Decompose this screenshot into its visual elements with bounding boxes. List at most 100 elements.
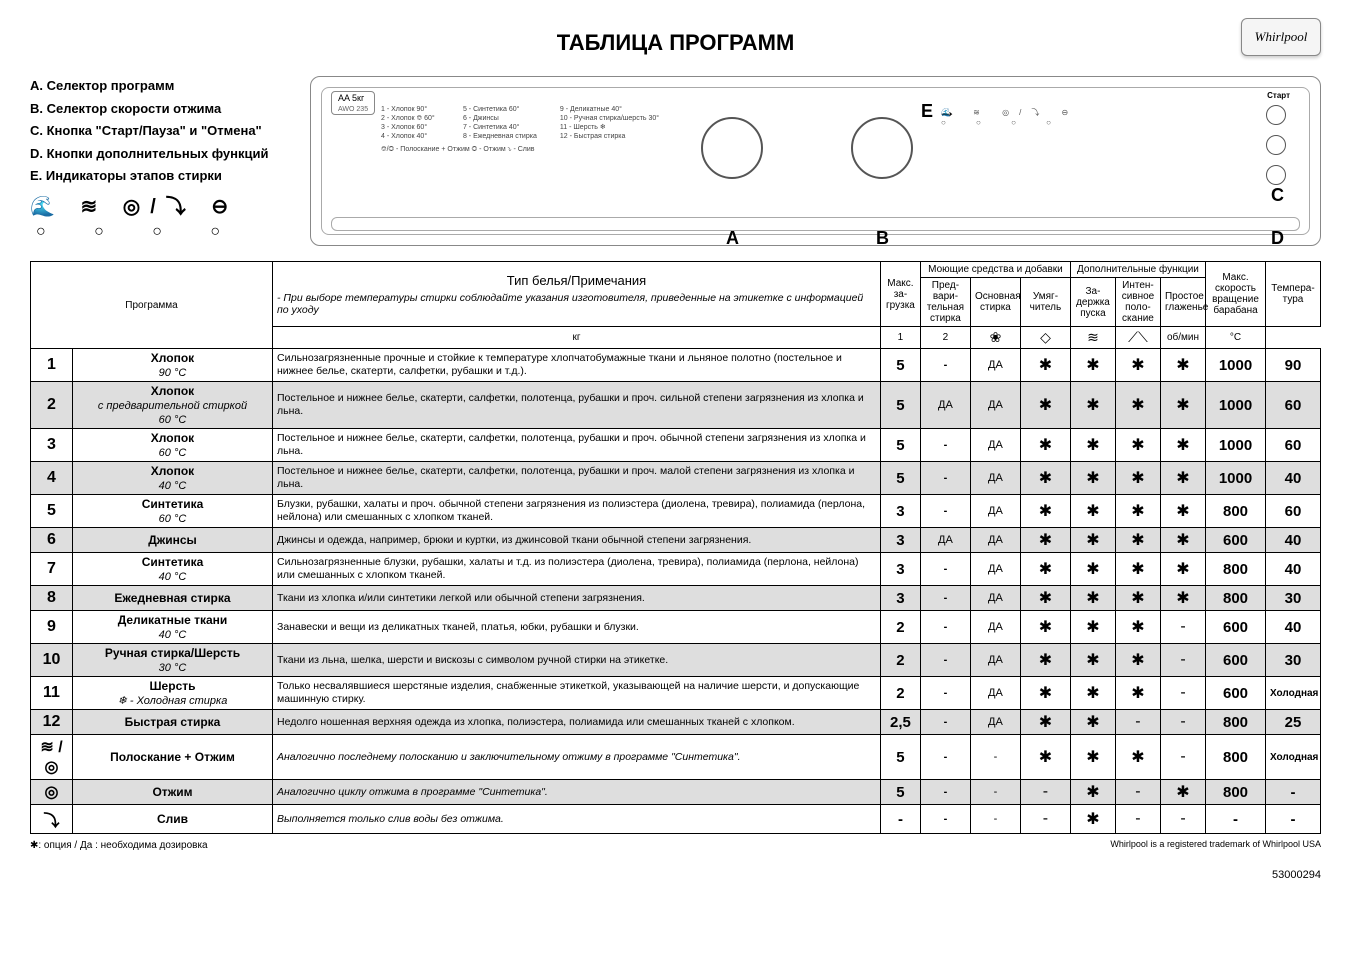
row-pre: - <box>920 349 970 382</box>
row-delay: ✱ <box>1070 462 1115 495</box>
row-number: 12 <box>31 710 73 735</box>
row-program-name: Джинсы <box>73 528 273 553</box>
row-pre: - <box>920 805 970 834</box>
row-number: 1 <box>31 349 73 382</box>
hdr-temp: Темпера-тура <box>1266 262 1321 327</box>
row-soft: ✱ <box>1020 611 1070 644</box>
hdr-iron-icon: ⟋⟍ <box>1115 327 1160 349</box>
row-number: ◎ <box>31 780 73 805</box>
row-pre: - <box>920 495 970 528</box>
row-delay: ✱ <box>1070 710 1115 735</box>
row-pre: - <box>920 780 970 805</box>
row-temp: 60 <box>1266 429 1321 462</box>
hdr-pre: Пред-вари-тельная стирка <box>920 278 970 327</box>
row-rinse: ✱ <box>1115 495 1160 528</box>
row-pre: - <box>920 644 970 677</box>
panel-bottom-text: ⎊/◎ - Полоскание + Отжим ◎ - Отжим ⤵ - С… <box>381 145 670 154</box>
row-program-name: Деликатные ткани40 °C <box>73 611 273 644</box>
table-header: Программа Тип белья/Примечания - При выб… <box>31 262 1321 349</box>
row-pre: - <box>920 710 970 735</box>
legend-e-text: Индикаторы этапов стирки <box>46 168 222 183</box>
top-section: A. Селектор программ B. Селектор скорост… <box>30 76 1321 246</box>
hdr-main: Основная стирка <box>970 278 1020 327</box>
row-notes: Недолго ношенная верхняя одежда из хлопк… <box>273 710 881 735</box>
dial-b <box>851 117 913 179</box>
row-iron: ✱ <box>1160 495 1205 528</box>
legend-a: A. Селектор программ <box>30 76 280 96</box>
row-soft: ✱ <box>1020 677 1070 710</box>
row-delay: ✱ <box>1070 780 1115 805</box>
hdr-speed: Макс. скорость вращение барабана <box>1206 262 1266 327</box>
row-speed: 600 <box>1206 677 1266 710</box>
row-number: 3 <box>31 429 73 462</box>
table-row: 11Шерсть❄ - Холодная стиркаТолько несвал… <box>31 677 1321 710</box>
row-program-name: Ежедневная стирка <box>73 586 273 611</box>
row-pre: - <box>920 611 970 644</box>
row-main: ДА <box>970 349 1020 382</box>
row-pre: ДА <box>920 382 970 429</box>
row-load: 5 <box>880 382 920 429</box>
row-load: 2 <box>880 644 920 677</box>
row-main: ДА <box>970 586 1020 611</box>
hdr-rinse: Интен-сивное поло-скание <box>1115 278 1160 327</box>
row-speed: 800 <box>1206 780 1266 805</box>
row-main: ДА <box>970 495 1020 528</box>
row-notes: Ткани из хлопка и/или синтетики легкой и… <box>273 586 881 611</box>
row-temp: 30 <box>1266 644 1321 677</box>
row-speed: 800 <box>1206 735 1266 780</box>
row-iron: ✱ <box>1160 553 1205 586</box>
row-delay: ✱ <box>1070 735 1115 780</box>
row-main: ДА <box>970 382 1020 429</box>
row-number: 4 <box>31 462 73 495</box>
row-iron: ✱ <box>1160 528 1205 553</box>
row-temp: 40 <box>1266 528 1321 553</box>
hdr-iron: Простое глаженье <box>1160 278 1205 327</box>
legend: A. Селектор программ B. Селектор скорост… <box>30 76 280 246</box>
panel-prog-line: 11 - Шерсть ❄ <box>560 123 670 132</box>
legend-d: D. Кнопки дополнительных функций <box>30 144 280 164</box>
row-number: 8 <box>31 586 73 611</box>
row-rinse: - <box>1115 780 1160 805</box>
row-load: 2 <box>880 611 920 644</box>
label-a: A <box>726 228 739 249</box>
row-rinse: ✱ <box>1115 528 1160 553</box>
row-rinse: ✱ <box>1115 644 1160 677</box>
table-row: 2Хлопокс предварительной стиркой60 °CПос… <box>31 382 1321 429</box>
row-speed: 600 <box>1206 644 1266 677</box>
label-d: D <box>1271 228 1284 249</box>
row-rinse: ✱ <box>1115 553 1160 586</box>
table-row: ≋ / ◎Полоскание + ОтжимАналогично послед… <box>31 735 1321 780</box>
document-number: 53000294 <box>30 869 1321 881</box>
table-row: 8Ежедневная стиркаТкани из хлопка и/или … <box>31 586 1321 611</box>
row-number: 6 <box>31 528 73 553</box>
row-load: 5 <box>880 462 920 495</box>
row-delay: ✱ <box>1070 677 1115 710</box>
model-sub: AWO 235 <box>338 106 368 113</box>
row-iron: - <box>1160 710 1205 735</box>
row-main: ДА <box>970 611 1020 644</box>
row-temp: Холодная <box>1266 677 1321 710</box>
table-row: 5Синтетика60 °CБлузки, рубашки, халаты и… <box>31 495 1321 528</box>
row-rinse: - <box>1115 805 1160 834</box>
row-speed: 800 <box>1206 586 1266 611</box>
model-badge: AA 5кг AWO 235 <box>331 91 375 115</box>
panel-prog-line: 12 - Быстрая стирка <box>560 132 670 141</box>
row-delay: ✱ <box>1070 429 1115 462</box>
table-row: 6ДжинсыДжинсы и одежда, например, брюки … <box>31 528 1321 553</box>
dial-a <box>701 117 763 179</box>
row-soft: ✱ <box>1020 735 1070 780</box>
row-program-name: Хлопок90 °C <box>73 349 273 382</box>
table-row: ◎ОтжимАналогично циклу отжима в программ… <box>31 780 1321 805</box>
row-notes: Выполняется только слив воды без отжима. <box>273 805 881 834</box>
start-label: Старт <box>1267 91 1290 100</box>
row-program-name: Шерсть❄ - Холодная стирка <box>73 677 273 710</box>
row-main: ДА <box>970 429 1020 462</box>
row-load: 3 <box>880 586 920 611</box>
row-soft: ✱ <box>1020 586 1070 611</box>
table-row: 7Синтетика40 °CСильнозагрязненные блузки… <box>31 553 1321 586</box>
stage-circles: ○ ○ ○ ○ <box>36 220 280 244</box>
row-rinse: ✱ <box>1115 349 1160 382</box>
label-c: C <box>1271 185 1284 206</box>
row-pre: ДА <box>920 528 970 553</box>
panel-prog-line: 8 - Ежедневная стирка <box>463 132 558 141</box>
